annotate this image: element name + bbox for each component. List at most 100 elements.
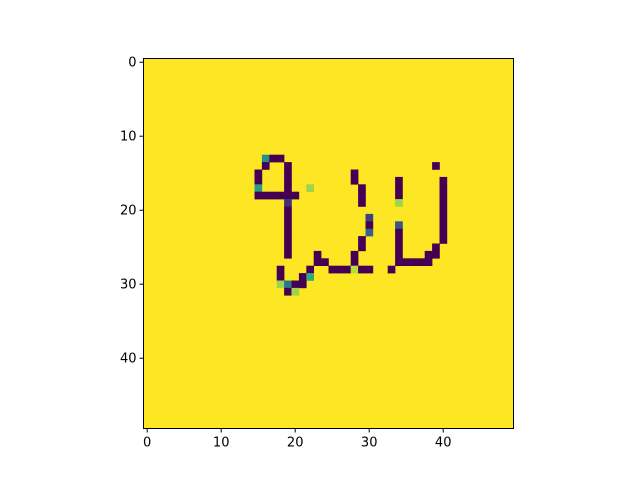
heatmap-cell xyxy=(284,191,292,200)
heatmap-cell xyxy=(424,258,433,266)
heatmap-cell xyxy=(298,280,307,289)
heatmap-cell xyxy=(306,265,314,274)
x-tick-label: 10 xyxy=(213,436,230,451)
heatmap-cell xyxy=(284,169,292,178)
heatmap-cell xyxy=(261,162,270,170)
heatmap-cell xyxy=(439,221,448,229)
y-tick-label: 30 xyxy=(120,278,137,293)
heatmap-cell xyxy=(439,176,448,185)
heatmap-cell xyxy=(358,243,366,252)
heatmap-cell xyxy=(395,184,403,192)
heatmap-cell xyxy=(269,154,277,163)
heatmap-cell xyxy=(439,228,448,237)
heatmap-cell xyxy=(395,250,403,259)
heatmap-cell xyxy=(350,176,359,185)
plot-frame xyxy=(143,58,514,429)
heatmap-cell xyxy=(432,250,440,259)
y-tick-label: 40 xyxy=(120,352,137,367)
heatmap-cell xyxy=(276,273,285,281)
heatmap-cell xyxy=(291,280,300,289)
heatmap-cell xyxy=(298,273,307,281)
heatmap-cell xyxy=(284,280,292,289)
heatmap-cell xyxy=(284,236,292,244)
heatmap-cell xyxy=(284,199,292,207)
y-tick-label: 10 xyxy=(120,130,137,145)
heatmap-cell xyxy=(409,258,418,266)
heatmap-cell xyxy=(284,243,292,252)
heatmap-cell xyxy=(276,154,285,163)
heatmap-cell xyxy=(417,258,425,266)
heatmap-cell xyxy=(439,213,448,222)
heatmap-cell xyxy=(402,258,411,266)
heatmap-cell xyxy=(284,221,292,229)
heatmap-cell xyxy=(439,191,448,200)
heatmap-cell xyxy=(276,280,285,289)
heatmap-cell xyxy=(284,176,292,185)
heatmap-cell xyxy=(269,191,277,200)
heatmap-cell xyxy=(350,265,359,274)
heatmap-cell xyxy=(343,265,351,274)
heatmap-cell xyxy=(284,213,292,222)
y-axis: 0 10 20 30 40 xyxy=(120,56,144,367)
heatmap-cell xyxy=(439,184,448,192)
heatmap-cell xyxy=(254,191,263,200)
heatmap-cell xyxy=(439,206,448,215)
heatmap-cell xyxy=(284,184,292,192)
heatmap-cell xyxy=(284,250,292,259)
heatmap-cell xyxy=(254,176,263,185)
heatmap-cell xyxy=(358,191,366,200)
heatmap-cell xyxy=(395,191,403,200)
heatmap-cell xyxy=(395,243,403,252)
heatmap-cell xyxy=(358,184,366,192)
y-tick-label: 20 xyxy=(120,204,137,219)
heatmap-cell xyxy=(284,228,292,237)
x-tick-label: 30 xyxy=(361,436,378,451)
heatmap-cell xyxy=(358,265,366,274)
heatmap-cell xyxy=(439,199,448,207)
heatmap-cell xyxy=(335,265,344,274)
heatmap-cell xyxy=(365,228,374,237)
x-tick-label: 20 xyxy=(287,436,304,451)
heatmap-cell xyxy=(291,191,300,200)
heatmap-cell xyxy=(313,250,322,259)
heatmap-cell xyxy=(284,206,292,215)
heatmap-cell xyxy=(306,184,314,192)
heatmap-cells xyxy=(254,154,448,296)
heatmap-cell xyxy=(306,273,314,281)
heatmap-cell xyxy=(424,250,433,259)
x-tick-label: 40 xyxy=(435,436,452,451)
heatmap-cell xyxy=(365,221,374,229)
heatmap-cell xyxy=(387,265,396,274)
heatmap-cell xyxy=(284,287,292,296)
heatmap-cell xyxy=(321,258,329,266)
heatmap-cell xyxy=(291,287,300,296)
heatmap-cell xyxy=(365,213,374,222)
heatmap-cell xyxy=(395,199,403,207)
heatmap-cell xyxy=(395,176,403,185)
heatmap-cell xyxy=(432,243,440,252)
heatmap-cell xyxy=(432,162,440,170)
heatmap-cell xyxy=(365,265,374,274)
heatmap-cell xyxy=(395,236,403,244)
heatmap-background xyxy=(143,58,514,429)
heatmap-cell xyxy=(276,265,285,274)
x-axis: 0 10 20 30 40 xyxy=(143,428,452,451)
heatmap-cell xyxy=(350,258,359,266)
heatmap-cell xyxy=(276,191,285,200)
heatmap-cell xyxy=(254,169,263,178)
heatmap-cell xyxy=(358,199,366,207)
heatmap-cell xyxy=(261,154,270,163)
x-tick-label: 0 xyxy=(143,436,151,451)
heatmap-cell xyxy=(254,184,263,192)
heatmap-cell xyxy=(439,236,448,244)
heatmap-cell xyxy=(350,169,359,178)
heatmap-cell xyxy=(395,228,403,237)
heatmap-cell xyxy=(261,191,270,200)
heatmap-cell xyxy=(284,162,292,170)
heatmap-cell xyxy=(350,250,359,259)
heatmap-cell xyxy=(358,236,366,244)
heatmap-cell xyxy=(395,258,403,266)
y-tick-label: 0 xyxy=(128,56,136,71)
heatmap-cell xyxy=(313,258,322,266)
